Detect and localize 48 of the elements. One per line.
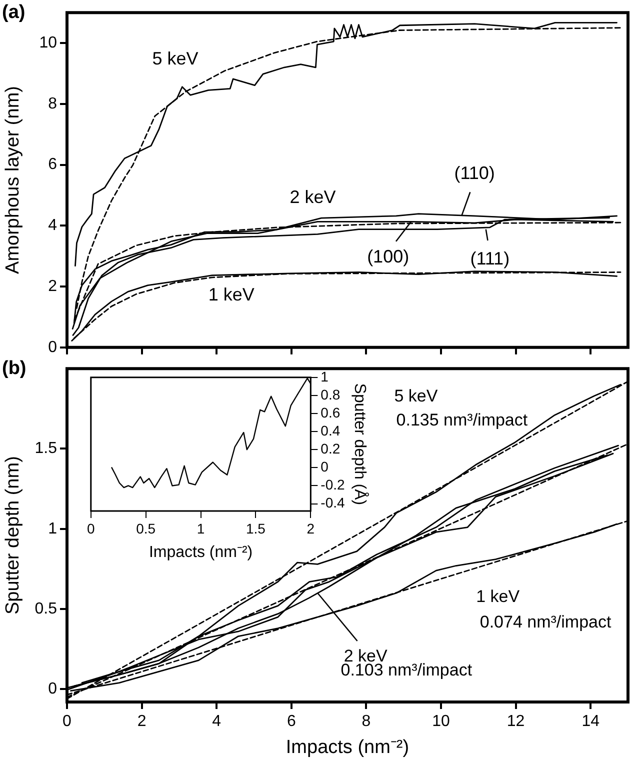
y2-tick-label: -0.4: [320, 494, 346, 511]
y-tick-label: 0: [48, 680, 58, 698]
y2-axis-title: Sputter depth (Å): [350, 383, 369, 506]
x-tick-label: 0.5: [136, 520, 156, 536]
x-axis-title: Impacts (nm⁻²): [148, 544, 253, 561]
x-tick-label: 6: [286, 713, 296, 730]
annotation: 5 keV: [394, 386, 438, 406]
y-tick-label: 4: [48, 217, 58, 234]
y-tick-label: 2: [48, 278, 58, 295]
x-axis-title: Impacts (nm⁻²): [286, 736, 410, 758]
y2-tick-label: 0.4: [320, 422, 340, 438]
y-tick-label: 0: [48, 338, 58, 356]
x-tick-label: 4: [212, 713, 222, 730]
y-tick-label: 10: [39, 34, 58, 52]
x-tick-label: 8: [362, 713, 371, 730]
annotation: 2 keV: [290, 187, 336, 208]
x-tick-label: 2: [137, 713, 146, 730]
annotation: 0.103 nm³/impact: [340, 660, 472, 680]
x-tick-label: 14: [582, 713, 600, 730]
y2-tick-label: -0.2: [320, 476, 346, 493]
x-tick-label: 2: [306, 520, 315, 536]
y-tick-label: 0.5: [34, 600, 58, 618]
y-tick-label: 8: [48, 95, 58, 112]
annotation: (110): [454, 162, 495, 183]
x-tick-label: 10: [432, 713, 450, 730]
x-tick-label: 1.5: [246, 520, 266, 536]
y-axis-title: Sputter depth (nm): [2, 456, 24, 615]
annotation: (111): [470, 248, 510, 268]
annotation: 0.074 nm³/impact: [480, 612, 612, 632]
chart-title: (a): [2, 2, 26, 24]
y-tick-label: 1.5: [34, 440, 58, 458]
chart-title: (b): [2, 358, 26, 380]
annotation: 5 keV: [152, 48, 198, 68]
x-tick-label: 12: [506, 713, 525, 730]
y2-tick-label: 0.6: [320, 404, 340, 420]
x-tick-label: 0: [62, 713, 72, 730]
annotation: 0.135 nm³/impact: [396, 410, 528, 430]
y2-tick-label: 0: [320, 458, 329, 475]
y2-tick-label: 0.8: [320, 386, 340, 402]
x-tick-label: 1: [196, 520, 205, 536]
y-axis-title: Amorphous layer (nm): [2, 86, 24, 274]
y2-tick-label: 0.2: [320, 440, 340, 456]
y-tick-label: 6: [48, 156, 58, 174]
annotation: (100): [367, 246, 410, 267]
y2-tick-label: 1: [320, 368, 329, 384]
annotation: 1 keV: [208, 284, 254, 304]
annotation: 1 keV: [476, 587, 520, 606]
x-tick-label: 0: [86, 520, 95, 536]
